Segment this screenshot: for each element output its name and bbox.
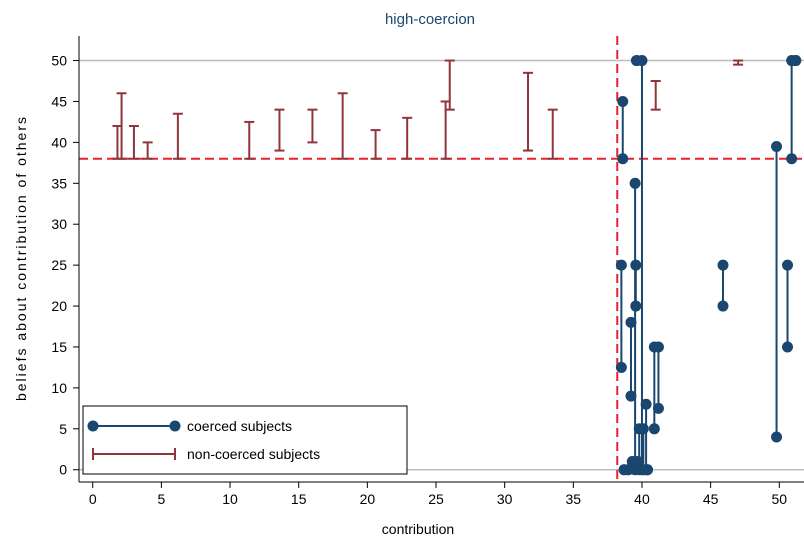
x-tick-label: 25 [428, 491, 444, 507]
legend-coerced-label: coerced subjects [187, 418, 292, 434]
y-tick-label: 25 [51, 257, 67, 273]
axes [78, 36, 804, 483]
coerced-point-low [717, 300, 729, 312]
y-axis-title: beliefs about contribution of others [13, 115, 29, 401]
coerced-point-low [617, 153, 629, 165]
x-tick-label: 50 [771, 491, 787, 507]
x-tick-label: 30 [497, 491, 513, 507]
y-tick-label: 0 [59, 462, 67, 478]
coerced-point-high [629, 177, 641, 189]
coerced-point-high [790, 55, 802, 67]
x-tick-label: 5 [157, 491, 165, 507]
coerced-point-high [632, 456, 644, 468]
y-tick-label: 45 [51, 93, 67, 109]
x-tick-label: 45 [703, 491, 719, 507]
y-tick-label: 40 [51, 134, 67, 150]
coerced-point-high [615, 259, 627, 271]
coerced-point-low [615, 361, 627, 373]
coerced-point-high [652, 341, 664, 353]
legend-coerced-marker-right [169, 420, 181, 432]
coerced-point-low [630, 300, 642, 312]
x-tick-label: 15 [291, 491, 307, 507]
legend-box [82, 405, 408, 475]
coerced-point-high [640, 398, 652, 410]
chart-title: high-coercion [385, 11, 475, 28]
coerced-point-high [617, 95, 629, 107]
y-tick-label: 5 [59, 421, 67, 437]
y-tick-label: 15 [51, 339, 67, 355]
legend-coerced-marker-left [87, 420, 99, 432]
coerced-point-high [637, 423, 649, 435]
x-tick-label: 20 [360, 491, 376, 507]
x-tick-label: 0 [89, 491, 97, 507]
coerced-point-high [636, 55, 648, 67]
series-coerced-subjects [615, 55, 802, 476]
legend: coerced subjects non-coerced subjects [82, 405, 408, 475]
coerced-point-high [625, 316, 637, 328]
y-tick-label: 20 [51, 298, 67, 314]
coerced-point-low [782, 341, 794, 353]
coerced-point-low [625, 390, 637, 402]
y-tick-label: 10 [51, 380, 67, 396]
legend-noncoerced-label: non-coerced subjects [187, 446, 320, 462]
y-tick-label: 35 [51, 175, 67, 191]
ticks: 0 5 10 15 20 25 30 35 40 45 50 0 5 10 15 20 25 30 35 40 45 50 [51, 53, 787, 507]
coerced-point-low [786, 153, 798, 165]
coerced-point-low [648, 423, 660, 435]
coerced-point-high [630, 259, 642, 271]
y-tick-label: 30 [51, 216, 67, 232]
x-tick-label: 10 [222, 491, 238, 507]
coerced-point-low [771, 431, 783, 443]
x-tick-label: 40 [634, 491, 650, 507]
coerced-point-high [782, 259, 794, 271]
coerced-point-high [641, 464, 653, 476]
coerced-point-high [771, 140, 783, 152]
coerced-point-low [652, 402, 664, 414]
series-non-coerced-subjects [112, 59, 744, 160]
coerced-point-high [717, 259, 729, 271]
x-axis-title: contribution [382, 521, 454, 537]
y-tick-label: 50 [51, 53, 67, 69]
x-tick-label: 35 [566, 491, 582, 507]
